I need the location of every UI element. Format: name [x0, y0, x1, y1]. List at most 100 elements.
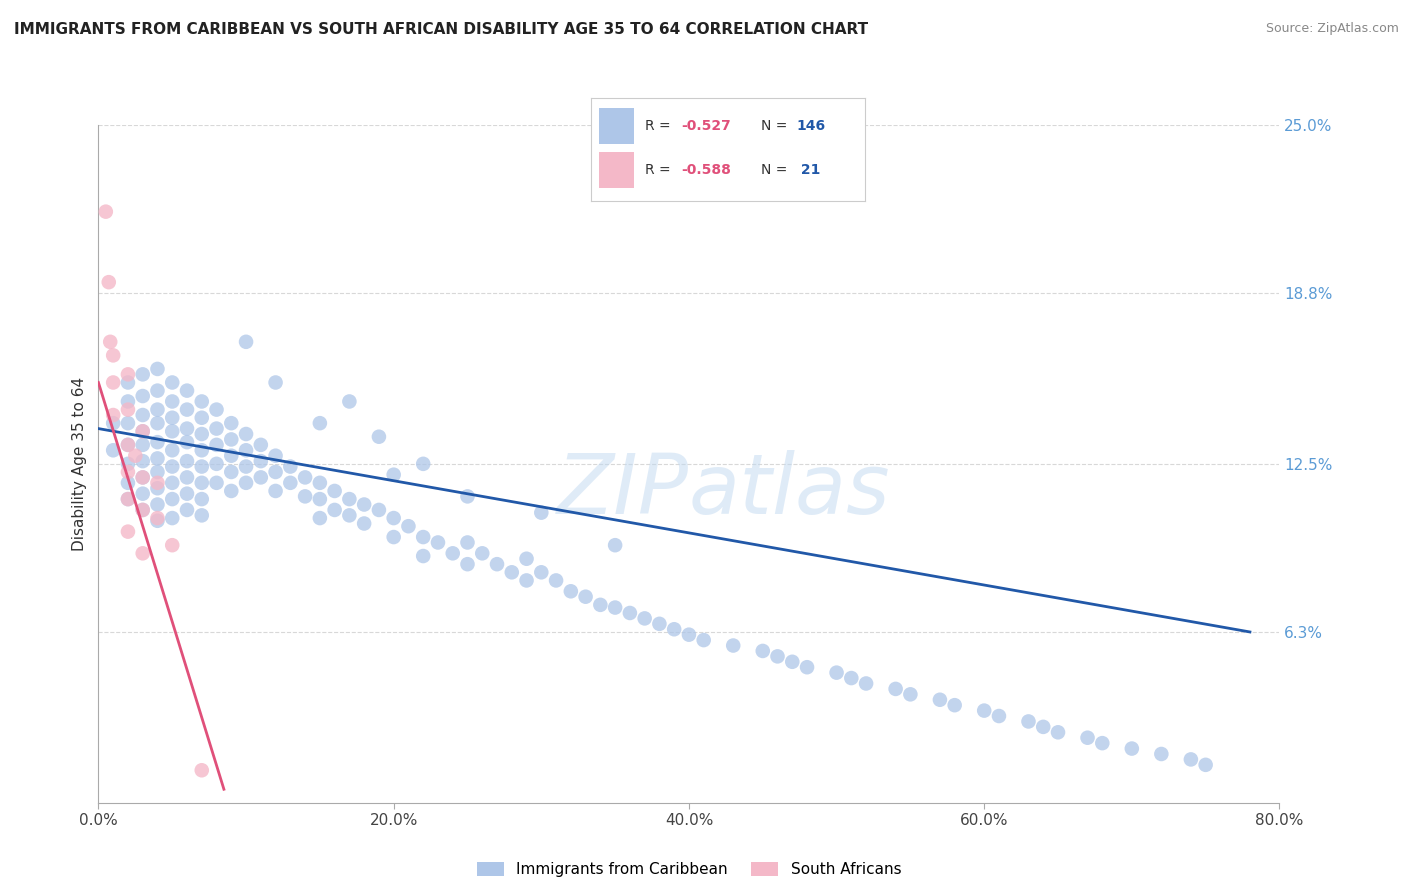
Point [723, 639, 745, 653]
Point [132, 438, 155, 452]
Text: R =: R = [645, 119, 675, 133]
Point [353, 516, 375, 531]
Point [825, 665, 848, 680]
Point [191, 508, 214, 523]
Point [323, 503, 346, 517]
Point [117, 457, 139, 471]
Point [678, 628, 700, 642]
Point [219, 483, 242, 498]
Point [117, 368, 139, 382]
Point [162, 475, 183, 490]
Text: ZIP: ZIP [557, 450, 689, 532]
Point [205, 402, 228, 417]
Point [589, 598, 612, 612]
Point [103, 376, 125, 390]
Point [176, 486, 198, 500]
Point [176, 435, 198, 450]
Point [219, 449, 242, 463]
Point [515, 574, 537, 588]
Point [250, 470, 273, 484]
Point [412, 549, 434, 563]
Point [191, 764, 214, 778]
Point [353, 498, 375, 512]
Bar [599, 108, 634, 145]
Point [191, 410, 214, 425]
Point [1121, 741, 1143, 756]
Point [132, 486, 155, 500]
Point [339, 492, 360, 507]
Point [382, 530, 405, 544]
Point [1046, 725, 1069, 739]
Y-axis label: Disability Age 35 to 64: Disability Age 35 to 64 [72, 376, 87, 551]
Point [501, 566, 523, 580]
Point [943, 698, 966, 713]
Point [191, 492, 214, 507]
Point [456, 535, 478, 549]
Point [162, 492, 183, 507]
Point [103, 408, 125, 422]
Point [146, 416, 169, 430]
Point [648, 616, 671, 631]
Point [191, 459, 214, 474]
Point [1150, 747, 1173, 761]
Text: N =: N = [761, 119, 792, 133]
Point [124, 449, 146, 463]
Point [235, 459, 257, 474]
Text: Source: ZipAtlas.com: Source: ZipAtlas.com [1265, 22, 1399, 36]
Point [235, 475, 257, 490]
Point [162, 511, 183, 525]
Point [103, 443, 125, 458]
Point [574, 590, 596, 604]
Point [117, 524, 139, 539]
Point [546, 574, 568, 588]
Point [117, 492, 139, 507]
Point [1032, 720, 1054, 734]
Point [97, 275, 120, 289]
Point [264, 483, 287, 498]
Point [176, 454, 198, 468]
Point [1091, 736, 1114, 750]
Point [117, 376, 139, 390]
Point [205, 457, 228, 471]
Point [973, 704, 995, 718]
Point [205, 475, 228, 490]
Point [117, 416, 139, 430]
Point [368, 430, 391, 444]
Point [339, 508, 360, 523]
Point [664, 622, 686, 636]
Point [278, 475, 302, 490]
Point [146, 451, 169, 466]
Point [132, 368, 155, 382]
Point [146, 402, 169, 417]
Point [117, 465, 139, 479]
Point [1180, 752, 1202, 766]
Point [309, 511, 332, 525]
Point [146, 465, 169, 479]
Point [176, 384, 198, 398]
Point [339, 394, 360, 409]
Text: -0.588: -0.588 [681, 163, 731, 177]
Point [1017, 714, 1039, 729]
Point [191, 443, 214, 458]
Point [309, 475, 332, 490]
Text: 146: 146 [796, 119, 825, 133]
Point [412, 457, 434, 471]
Point [162, 459, 183, 474]
Point [176, 402, 198, 417]
Point [278, 459, 302, 474]
Point [132, 389, 155, 403]
Point [132, 546, 155, 560]
Point [191, 427, 214, 442]
Point [456, 557, 478, 571]
Text: N =: N = [761, 163, 792, 177]
Point [841, 671, 863, 685]
Point [235, 427, 257, 442]
Point [146, 511, 169, 525]
Point [162, 443, 183, 458]
Text: -0.527: -0.527 [681, 119, 731, 133]
Point [146, 498, 169, 512]
Point [884, 681, 907, 696]
Point [176, 470, 198, 484]
Point [928, 692, 950, 706]
Point [117, 402, 139, 417]
